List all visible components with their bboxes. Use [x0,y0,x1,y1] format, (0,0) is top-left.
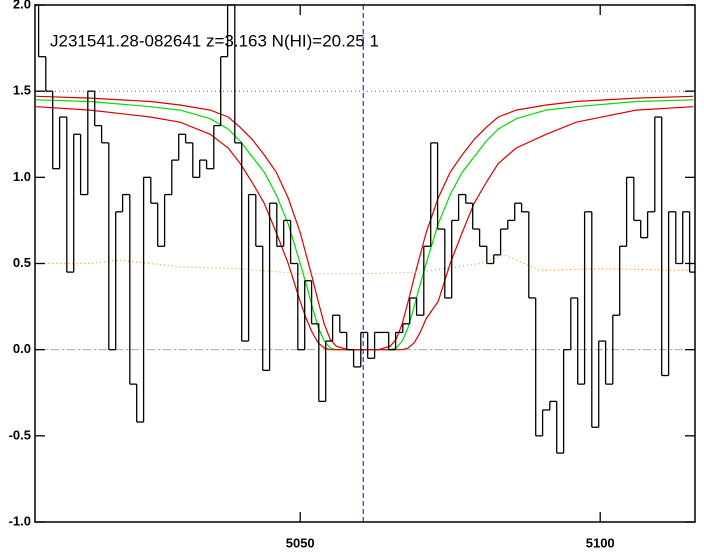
y-tick-label: -0.5 [9,427,31,442]
y-tick-label: 2.0 [13,0,31,11]
y-tick-label: -1.0 [9,513,31,528]
x-tick-label: 5100 [586,535,615,550]
error-line [36,254,694,275]
x-tick-label: 5050 [286,535,315,550]
y-tick-label: 0.5 [13,255,31,270]
y-tick-label: 1.5 [13,83,31,98]
y-tick-label: 1.0 [13,169,31,184]
flux-connector [37,5,691,454]
y-tick-label: 0.0 [13,341,31,356]
chart-title: J231541.28-082641 z=3.163 N(HI)=20.25 1 [50,31,379,50]
